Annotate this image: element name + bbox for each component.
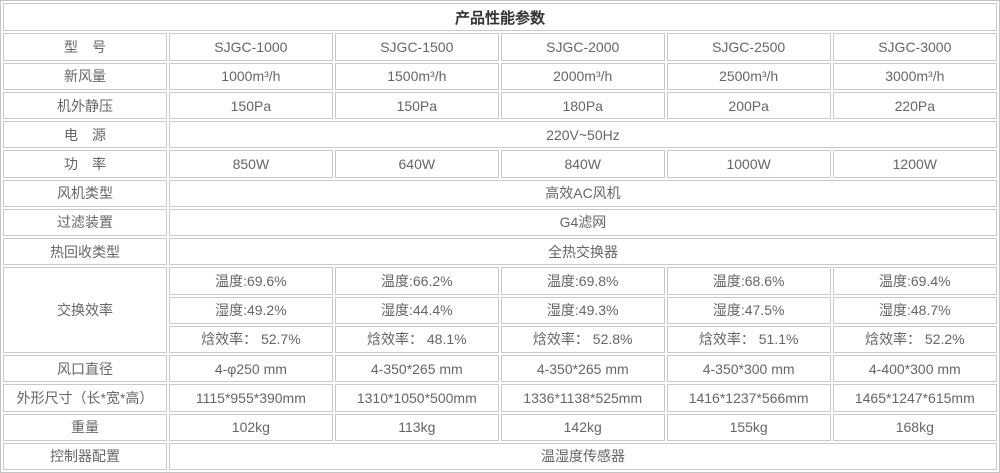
cell-dimensions-4: 1416*1237*566mm [666,384,831,412]
cell-model-1: SJGC-1000 [168,33,333,61]
cell-eff-temperature-4: 温度:68.6% [666,267,831,295]
cell-fresh-air-1: 1000m³/h [168,62,333,90]
cell-eff-enthalpy-5: 焓效率： 52.2% [832,325,997,354]
title-row: 产品性能参数 [3,3,997,32]
row-label-heat-recovery-type: 热回收类型 [3,238,167,266]
row-external-static-pressure: 机外静压 150Pa 150Pa 180Pa 200Pa 220Pa [3,91,997,120]
cell-static-pressure-5: 220Pa [832,91,997,120]
cell-dimensions-5: 1465*1247*615mm [832,384,997,412]
cell-weight-3: 142kg [500,413,665,441]
cell-eff-enthalpy-2: 焓效率： 48.1% [334,325,499,354]
cell-eff-humidity-4: 湿度:47.5% [666,296,831,324]
cell-outlet-diameter-1: 4-φ250 mm [168,355,333,383]
row-weight: 重量 102kg 113kg 142kg 155kg 168kg [3,413,997,441]
cell-controller: 温湿度传感器 [168,442,997,470]
cell-fan-type: 高效AC风机 [168,179,997,207]
cell-outlet-diameter-3: 4-350*265 mm [500,355,665,383]
cell-fresh-air-2: 1500m³/h [334,62,499,90]
row-label-filter-device: 过滤装置 [3,208,167,237]
cell-eff-enthalpy-4: 焓效率： 51.1% [666,325,831,354]
cell-outlet-diameter-4: 4-350*300 mm [666,355,831,383]
row-filter-device: 过滤装置 G4滤网 [3,208,997,237]
table-title: 产品性能参数 [3,3,997,32]
row-exchange-efficiency-temperature: 交换效率 温度:69.6% 温度:66.2% 温度:69.8% 温度:68.6%… [3,267,997,354]
cell-eff-humidity-2: 湿度:44.4% [334,296,499,324]
cell-filter-device: G4滤网 [168,208,997,237]
cell-power-2: 640W [334,150,499,178]
cell-model-2: SJGC-1500 [334,33,499,61]
cell-eff-humidity-5: 湿度:48.7% [832,296,997,324]
row-label-model: 型 号 [3,33,167,61]
cell-static-pressure-3: 180Pa [500,91,665,120]
cell-model-3: SJGC-2000 [500,33,665,61]
cell-heat-recovery-type: 全热交换器 [168,238,997,266]
cell-weight-5: 168kg [832,413,997,441]
cell-dimensions-1: 1115*955*390mm [168,384,333,412]
row-fresh-air-volume: 新风量 1000m³/h 1500m³/h 2000m³/h 2500m³/h … [3,62,997,90]
cell-fresh-air-3: 2000m³/h [500,62,665,90]
row-label-dimensions: 外形尺寸（长*宽*高） [3,384,167,412]
cell-static-pressure-1: 150Pa [168,91,333,120]
row-dimensions: 外形尺寸（长*宽*高） 1115*955*390mm 1310*1050*500… [3,384,997,412]
cell-weight-4: 155kg [666,413,831,441]
cell-power-supply: 220V~50Hz [168,121,997,149]
cell-eff-humidity-1: 湿度:49.2% [168,296,333,324]
cell-power-5: 1200W [832,150,997,178]
cell-static-pressure-2: 150Pa [334,91,499,120]
row-label-fan-type: 风机类型 [3,179,167,207]
cell-fresh-air-4: 2500m³/h [666,62,831,90]
cell-fresh-air-5: 3000m³/h [832,62,997,90]
row-heat-recovery-type: 热回收类型 全热交换器 [3,238,997,266]
row-exchange-efficiency-humidity: 湿度:49.2% 湿度:44.4% 湿度:49.3% 湿度:47.5% 湿度:4… [3,296,997,324]
cell-dimensions-3: 1336*1138*525mm [500,384,665,412]
row-label-power: 功 率 [3,150,167,178]
cell-eff-temperature-3: 温度:69.8% [500,267,665,295]
cell-power-1: 850W [168,150,333,178]
row-label-controller: 控制器配置 [3,442,167,470]
cell-eff-temperature-5: 温度:69.4% [832,267,997,295]
cell-model-5: SJGC-3000 [832,33,997,61]
row-power-supply: 电 源 220V~50Hz [3,121,997,149]
cell-outlet-diameter-2: 4-350*265 mm [334,355,499,383]
cell-power-4: 1000W [666,150,831,178]
row-power: 功 率 850W 640W 840W 1000W 1200W [3,150,997,178]
cell-static-pressure-4: 200Pa [666,91,831,120]
row-model: 型 号 SJGC-1000 SJGC-1500 SJGC-2000 SJGC-2… [3,33,997,61]
cell-eff-enthalpy-1: 焓效率： 52.7% [168,325,333,354]
row-label-external-static-pressure: 机外静压 [3,91,167,120]
cell-eff-enthalpy-3: 焓效率： 52.8% [500,325,665,354]
row-exchange-efficiency-enthalpy: 焓效率： 52.7% 焓效率： 48.1% 焓效率： 52.8% 焓效率： 51… [3,325,997,354]
row-label-exchange-efficiency: 交换效率 [3,267,167,354]
cell-eff-temperature-1: 温度:69.6% [168,267,333,295]
cell-weight-1: 102kg [168,413,333,441]
cell-power-3: 840W [500,150,665,178]
row-controller: 控制器配置 温湿度传感器 [3,442,997,470]
cell-weight-2: 113kg [334,413,499,441]
row-label-power-supply: 电 源 [3,121,167,149]
row-outlet-diameter: 风口直径 4-φ250 mm 4-350*265 mm 4-350*265 mm… [3,355,997,383]
row-label-weight: 重量 [3,413,167,441]
cell-model-4: SJGC-2500 [666,33,831,61]
cell-dimensions-2: 1310*1050*500mm [334,384,499,412]
cell-eff-temperature-2: 温度:66.2% [334,267,499,295]
cell-outlet-diameter-5: 4-400*300 mm [832,355,997,383]
row-label-fresh-air-volume: 新风量 [3,62,167,90]
row-label-outlet-diameter: 风口直径 [3,355,167,383]
cell-eff-humidity-3: 湿度:49.3% [500,296,665,324]
row-fan-type: 风机类型 高效AC风机 [3,179,997,207]
